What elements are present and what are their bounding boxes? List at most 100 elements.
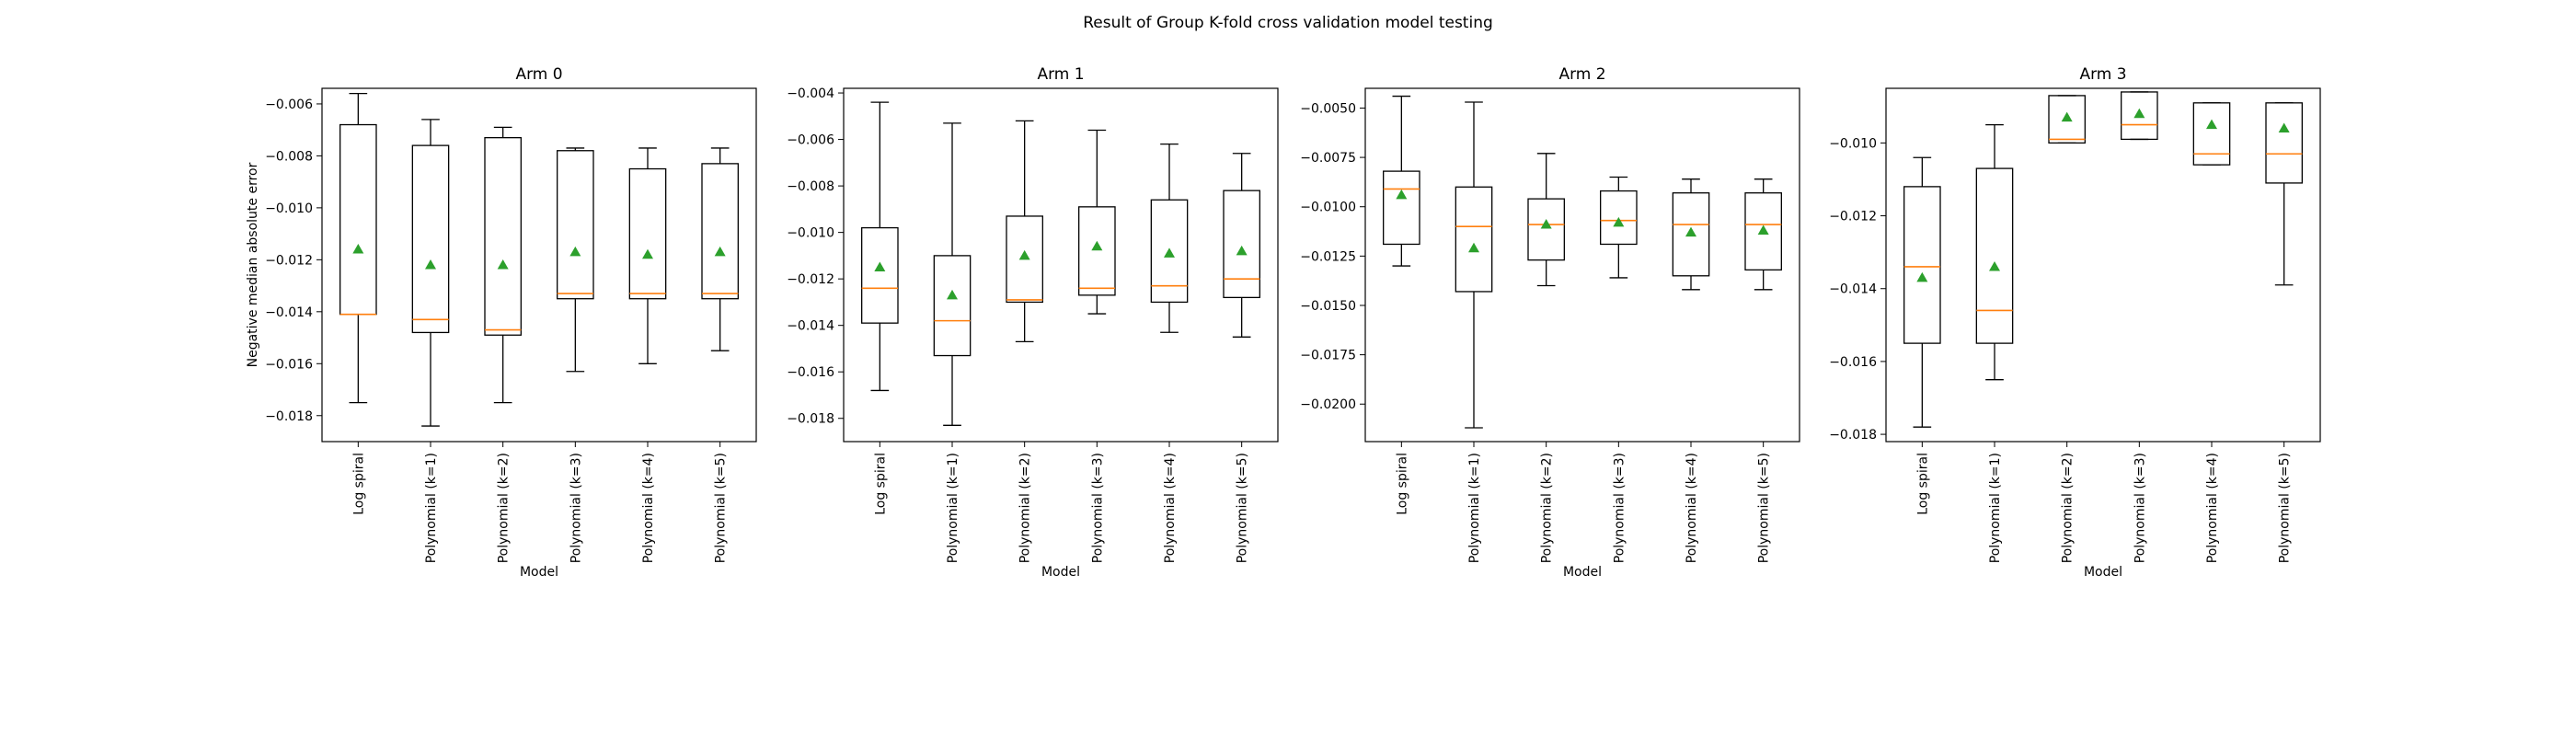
y-tick-label: −0.016 <box>1829 355 1877 370</box>
mean-marker <box>874 261 886 272</box>
x-axis-label: Model <box>520 565 558 580</box>
x-tick-label: Polynomial (k=3) <box>2133 453 2147 563</box>
box-1-3 <box>1078 129 1116 315</box>
y-tick-label: −0.018 <box>1829 428 1877 443</box>
subplot-grid: −0.018 −0.016 −0.014 −0.012 −0.010 −0.008 −0.0… <box>246 65 2321 580</box>
y-tick-label: −0.0050 <box>1300 101 1356 116</box>
box-1-4 <box>1150 143 1189 333</box>
y-tick-label: −0.012 <box>1829 210 1877 224</box>
iqr-box <box>2265 102 2303 184</box>
box-3-4 <box>2192 102 2231 166</box>
box-0-3 <box>557 147 594 373</box>
mean-marker <box>1236 245 1248 256</box>
mean-marker <box>1396 189 1408 200</box>
box-0-2 <box>484 126 522 404</box>
iqr-box <box>1672 192 1710 277</box>
y-tick-label: −0.008 <box>265 149 313 164</box>
mean-marker <box>569 246 581 257</box>
mean-marker <box>642 248 653 259</box>
y-tick-label: −0.0175 <box>1300 349 1356 363</box>
iqr-box <box>933 255 972 357</box>
box-3-1 <box>1975 123 2014 381</box>
box-2-2 <box>1527 153 1565 287</box>
x-tick-label: Polynomial (k=2) <box>2061 453 2076 563</box>
y-tick-label: −0.014 <box>787 319 834 334</box>
iqr-box <box>1150 199 1189 304</box>
y-tick-label: −0.018 <box>265 409 313 424</box>
y-tick-label: −0.018 <box>787 412 834 427</box>
iqr-box <box>861 226 899 324</box>
y-tick-label: −0.010 <box>1829 136 1877 151</box>
box-1-2 <box>1006 120 1043 343</box>
iqr-box <box>628 167 667 300</box>
y-tick-label: −0.0100 <box>1300 201 1356 215</box>
x-tick-label: Polynomial (k=5) <box>2278 453 2293 563</box>
mean-marker <box>1164 247 1175 258</box>
y-tick-label: −0.012 <box>265 253 313 268</box>
y-tick-label: −0.004 <box>787 86 834 101</box>
iqr-box <box>1975 167 2014 344</box>
mean-marker <box>497 259 509 270</box>
mean-marker <box>1757 224 1769 235</box>
mean-marker <box>1468 242 1479 253</box>
mean-marker <box>1540 219 1552 229</box>
x-tick-label: Polynomial (k=2) <box>497 453 512 563</box>
box-0-1 <box>411 119 450 427</box>
mean-marker <box>947 289 958 300</box>
iqr-box <box>1744 192 1782 271</box>
x-tick-label: Polynomial (k=4) <box>1163 453 1178 563</box>
figure-suptitle: Result of Group K-fold cross validation … <box>1083 14 1493 32</box>
box-3-3 <box>2121 91 2158 141</box>
x-tick-label: Log spiral <box>1915 453 1930 515</box>
y-axis-label: Negative median absolute error <box>246 162 260 367</box>
y-tick-label: −0.0075 <box>1300 151 1356 166</box>
mean-marker <box>2133 108 2145 119</box>
iqr-box <box>1455 186 1493 293</box>
iqr-box <box>1006 215 1043 304</box>
subplot-arm-3: −0.018 −0.016 −0.014 −0.012 −0.010 Log spiral… <box>1829 65 2321 580</box>
box-0-4 <box>628 147 667 364</box>
x-tick-label: Polynomial (k=2) <box>1018 453 1033 563</box>
x-tick-label: Polynomial (k=1) <box>1467 453 1482 563</box>
mean-marker <box>2061 111 2073 122</box>
iqr-box <box>701 163 739 300</box>
axes-frame <box>321 87 757 443</box>
x-tick-label: Polynomial (k=4) <box>1685 453 1699 563</box>
box-1-0 <box>861 101 899 392</box>
subplot-arm-2: −0.0200 −0.0175 −0.0150 −0.0125 −0.0100 −0.00… <box>1300 65 1800 580</box>
iqr-box <box>1078 206 1116 296</box>
box-0-5 <box>701 147 739 351</box>
x-axis-label: Model <box>1041 565 1080 580</box>
box-1-1 <box>933 122 972 426</box>
y-tick-label: −0.006 <box>265 98 313 112</box>
x-tick-label: Polynomial (k=4) <box>641 453 656 563</box>
y-tick-label: −0.014 <box>1829 282 1877 297</box>
y-tick-label: −0.016 <box>787 365 834 380</box>
iqr-box <box>557 150 594 300</box>
iqr-box <box>1600 190 1638 246</box>
mean-marker <box>1989 260 2000 271</box>
mean-marker <box>2278 122 2290 133</box>
subplot-arm-0: −0.018 −0.016 −0.014 −0.012 −0.010 −0.008 −0.0… <box>246 65 757 580</box>
mean-marker <box>1018 249 1030 260</box>
axes-frame <box>1885 87 2321 443</box>
box-2-4 <box>1672 178 1710 291</box>
x-tick-label: Log spiral <box>873 453 888 515</box>
iqr-box <box>2121 91 2158 141</box>
y-tick-label: −0.008 <box>787 179 834 194</box>
y-tick-label: −0.0200 <box>1300 397 1356 412</box>
x-axis-label: Model <box>2084 565 2122 580</box>
x-tick-label: Polynomial (k=4) <box>2205 453 2220 563</box>
box-3-2 <box>2048 95 2086 144</box>
box-2-3 <box>1600 176 1638 279</box>
y-tick-label: −0.006 <box>787 133 834 148</box>
x-tick-label: Polynomial (k=1) <box>424 453 439 563</box>
y-tick-label: −0.010 <box>787 226 834 241</box>
x-tick-label: Polynomial (k=5) <box>714 453 729 563</box>
mean-marker <box>1685 226 1696 237</box>
box-2-5 <box>1744 178 1782 291</box>
iqr-box <box>484 136 522 336</box>
box-3-0 <box>1903 156 1941 428</box>
